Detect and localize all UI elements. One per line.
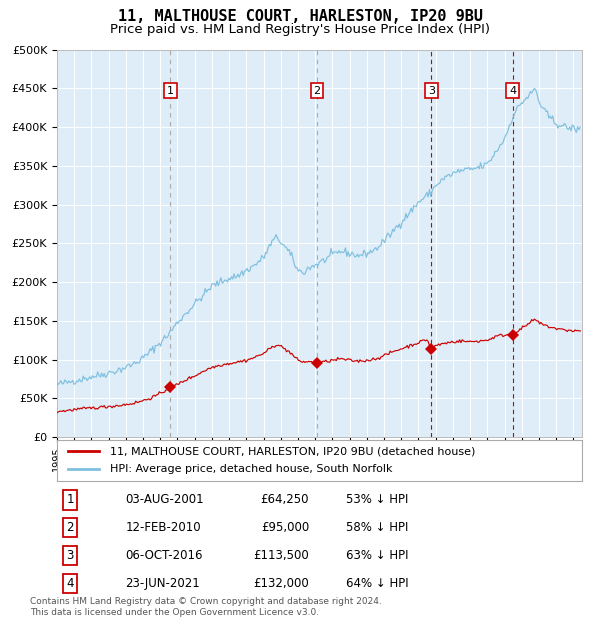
Text: 63% ↓ HPI: 63% ↓ HPI xyxy=(346,549,408,562)
Text: 64% ↓ HPI: 64% ↓ HPI xyxy=(346,577,409,590)
Text: 11, MALTHOUSE COURT, HARLESTON, IP20 9BU (detached house): 11, MALTHOUSE COURT, HARLESTON, IP20 9BU… xyxy=(110,446,475,456)
Text: 4: 4 xyxy=(67,577,74,590)
Text: 3: 3 xyxy=(428,86,435,95)
Text: 11, MALTHOUSE COURT, HARLESTON, IP20 9BU: 11, MALTHOUSE COURT, HARLESTON, IP20 9BU xyxy=(118,9,482,24)
Text: £64,250: £64,250 xyxy=(260,494,309,506)
Text: 4: 4 xyxy=(509,86,516,95)
Text: Contains HM Land Registry data © Crown copyright and database right 2024.
This d: Contains HM Land Registry data © Crown c… xyxy=(30,598,382,617)
Text: 12-FEB-2010: 12-FEB-2010 xyxy=(125,521,201,534)
Text: £132,000: £132,000 xyxy=(253,577,309,590)
Text: HPI: Average price, detached house, South Norfolk: HPI: Average price, detached house, Sout… xyxy=(110,464,392,474)
Text: 3: 3 xyxy=(67,549,74,562)
Text: £113,500: £113,500 xyxy=(253,549,309,562)
Text: 23-JUN-2021: 23-JUN-2021 xyxy=(125,577,200,590)
Text: Price paid vs. HM Land Registry's House Price Index (HPI): Price paid vs. HM Land Registry's House … xyxy=(110,23,490,36)
Text: 2: 2 xyxy=(314,86,320,95)
Text: 06-OCT-2016: 06-OCT-2016 xyxy=(125,549,203,562)
Text: £95,000: £95,000 xyxy=(261,521,309,534)
Text: 2: 2 xyxy=(67,521,74,534)
Text: 1: 1 xyxy=(67,494,74,506)
Text: 1: 1 xyxy=(167,86,174,95)
Text: 03-AUG-2001: 03-AUG-2001 xyxy=(125,494,204,506)
Text: 58% ↓ HPI: 58% ↓ HPI xyxy=(346,521,408,534)
Text: 53% ↓ HPI: 53% ↓ HPI xyxy=(346,494,408,506)
